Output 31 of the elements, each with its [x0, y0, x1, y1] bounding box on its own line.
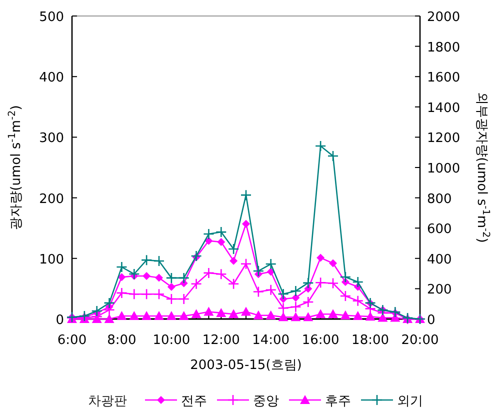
y-tick-label: 0	[56, 313, 64, 328]
x-tick-label: 14:00	[252, 333, 290, 348]
y-tick-label: 200	[39, 192, 64, 207]
y2-tick-label: 1200	[427, 131, 460, 146]
y2-tick-label: 600	[427, 222, 452, 238]
x-tick-label: 12:00	[202, 333, 240, 348]
y2-tick-label: 1600	[427, 70, 460, 86]
x-axis-title: 2003-05-15(흐림)	[190, 358, 302, 373]
y2-tick-label: 400	[427, 252, 452, 268]
x-tick-label: 8:00	[107, 333, 136, 348]
y2-tick-label: 1800	[427, 40, 460, 56]
y2-tick-label: 1400	[427, 100, 460, 116]
y-tick-label: 300	[39, 131, 64, 146]
y-tick-label: 400	[39, 70, 64, 86]
x-tick-label: 18:00	[352, 333, 390, 348]
y2-tick-label: 2000	[427, 10, 460, 25]
legend-title: 차광판	[88, 394, 127, 409]
x-tick-label: 6:00	[57, 333, 87, 348]
legend-label: 중앙	[253, 394, 279, 409]
y2-tick-label: 200	[427, 282, 452, 298]
y2-tick-label: 0	[427, 313, 436, 328]
y2-tick-label: 800	[427, 192, 452, 207]
y-tick-label: 500	[39, 10, 64, 25]
x-tick-label: 10:00	[152, 333, 190, 348]
y2-tick-label: 1000	[427, 162, 460, 176]
legend-label: 후주	[325, 394, 351, 409]
y-tick-label: 100	[39, 252, 64, 268]
legend-label: 외기	[397, 394, 423, 409]
legend-label: 전주	[181, 394, 207, 409]
x-tick-label: 20:00	[401, 333, 439, 348]
x-tick-label: 16:00	[302, 333, 340, 348]
